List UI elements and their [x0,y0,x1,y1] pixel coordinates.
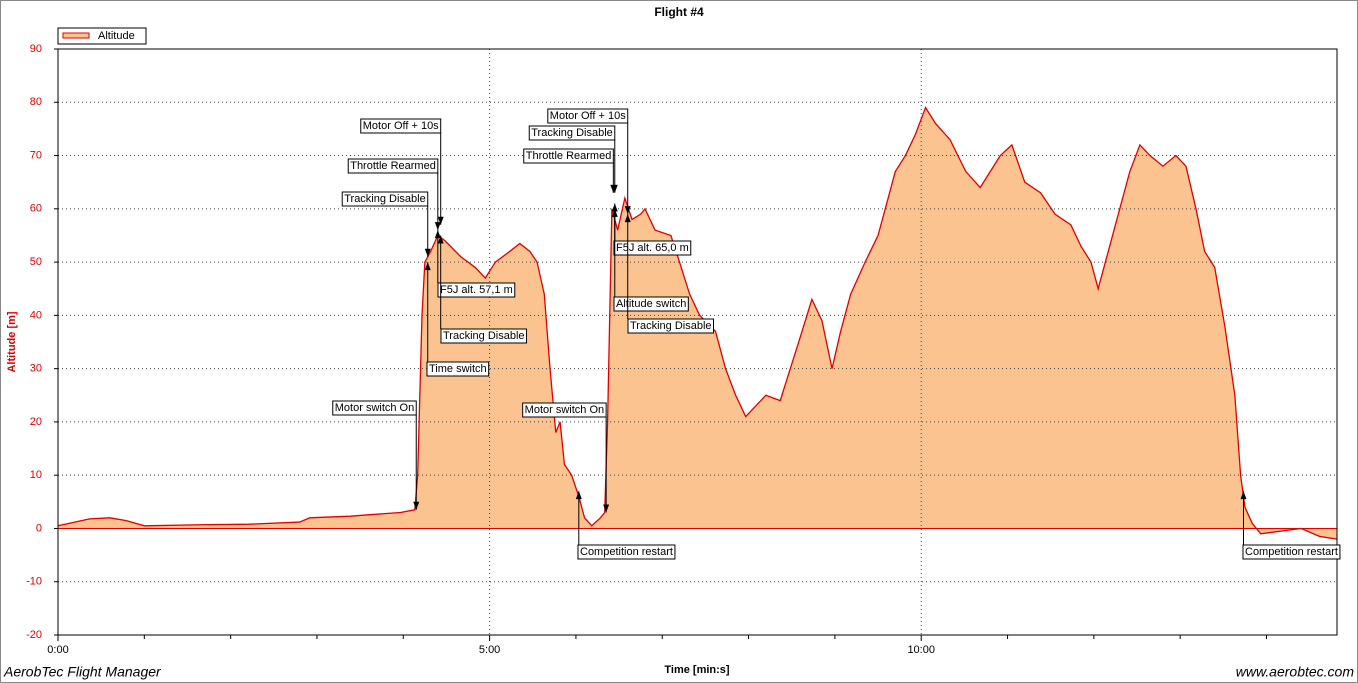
x-tick-label: 5:00 [479,644,500,656]
y-tick-label: 60 [30,203,42,215]
annotation: F5J alt. 65,0 m [611,203,692,256]
annotation-box [347,158,439,174]
annotation-box [437,282,516,298]
annotation: Throttle Rearmed [347,158,441,231]
annotation-arrow [624,214,631,223]
annotation-box [547,108,629,124]
annotation-arrow [611,203,618,212]
legend-label: Altitude [98,30,135,42]
annotation-label: Competition restart [580,546,673,558]
annotation: Motor switch On [332,400,420,510]
legend-box [57,27,147,45]
annotation-arrow [434,230,441,239]
annotation-label: F5J alt. 65,0 m [616,242,689,254]
annotation-box [332,400,417,416]
annotation-box [426,361,490,377]
annotation-label: Tracking Disable [531,127,613,139]
y-tick-label: 10 [30,469,42,481]
chart-title: Flight #4 [654,5,704,19]
annotation-arrow [603,504,610,513]
annotation: Motor switch On [522,402,610,513]
annotation: Tracking Disable [528,125,618,193]
y-tick-label: 90 [30,43,42,55]
y-tick-label: 80 [30,96,42,108]
annotation-box [341,191,429,207]
annotation: Motor Off + 10s [360,118,444,225]
y-axis-label: Altitude [m] [6,311,18,372]
annotation-arrow [424,248,431,257]
annotation-box [440,328,528,344]
annotation-arrow [611,208,618,217]
annotation: Time switch [424,262,490,377]
annotation-arrow [434,222,441,231]
annotation-arrow [437,235,444,244]
annotation-label: Motor switch On [335,402,414,414]
y-tick-label: 40 [30,309,42,321]
y-tick-label: 30 [30,363,42,375]
annotation: Altitude switch [611,208,689,312]
annotation: Throttle Rearmed [523,148,617,193]
annotation-label: Tracking Disable [630,320,712,332]
annotation-arrow [413,501,420,510]
annotation-label: Time switch [429,363,487,375]
annotation-box [577,544,676,560]
annotation-label: Motor switch On [525,404,604,416]
annotation-box [1242,544,1341,560]
y-tick-label: 0 [36,522,42,534]
annotation: F5J alt. 57,1 m [434,230,516,298]
annotation-box [523,148,614,164]
y-tick-label: -20 [26,629,42,641]
annotation-arrow [611,184,618,193]
annotation-label: Altitude switch [616,298,686,310]
x-axis-label: Time [min:s] [664,664,730,676]
annotation: Competition restart [575,491,676,560]
annotation-label: Throttle Rearmed [350,160,436,172]
annotation: Motor Off + 10s [547,108,631,215]
x-tick-label: 0:00 [47,644,68,656]
annotation-box [522,402,607,418]
annotation-box [613,296,689,312]
annotation-label: Tracking Disable [443,330,525,342]
footer-left: AerobTec Flight Manager [3,664,162,680]
altitude-line [57,106,1338,540]
plot-border [57,48,1338,636]
annotation-box [627,318,715,334]
annotation-box [528,125,616,141]
annotation-arrow [424,262,431,271]
footer-right: www.aerobtec.com [1236,664,1355,680]
legend-swatch [62,32,90,39]
annotation: Competition restart [1240,491,1341,560]
annotation-arrow [624,206,631,215]
annotation-label: Motor Off + 10s [550,110,626,122]
annotation-arrow [575,491,582,500]
annotation: Tracking Disable [437,235,528,344]
annotation: Tracking Disable [624,214,715,334]
annotation-box [360,118,442,134]
y-tick-label: 50 [30,256,42,268]
annotation-arrow [437,216,444,225]
annotation-label: Motor Off + 10s [363,120,439,132]
annotation-box [613,240,692,256]
y-tick-label: 70 [30,149,42,161]
annotation-label: Tracking Disable [344,193,426,205]
y-tick-label: -10 [26,576,42,588]
annotation: Tracking Disable [341,191,431,257]
annotation-label: F5J alt. 57,1 m [440,284,513,296]
annotation-label: Throttle Rearmed [526,150,612,162]
y-tick-label: 20 [30,416,42,428]
annotation-label: Competition restart [1245,546,1338,558]
annotation-arrow [1240,491,1247,500]
x-tick-label: 10:00 [907,644,935,656]
